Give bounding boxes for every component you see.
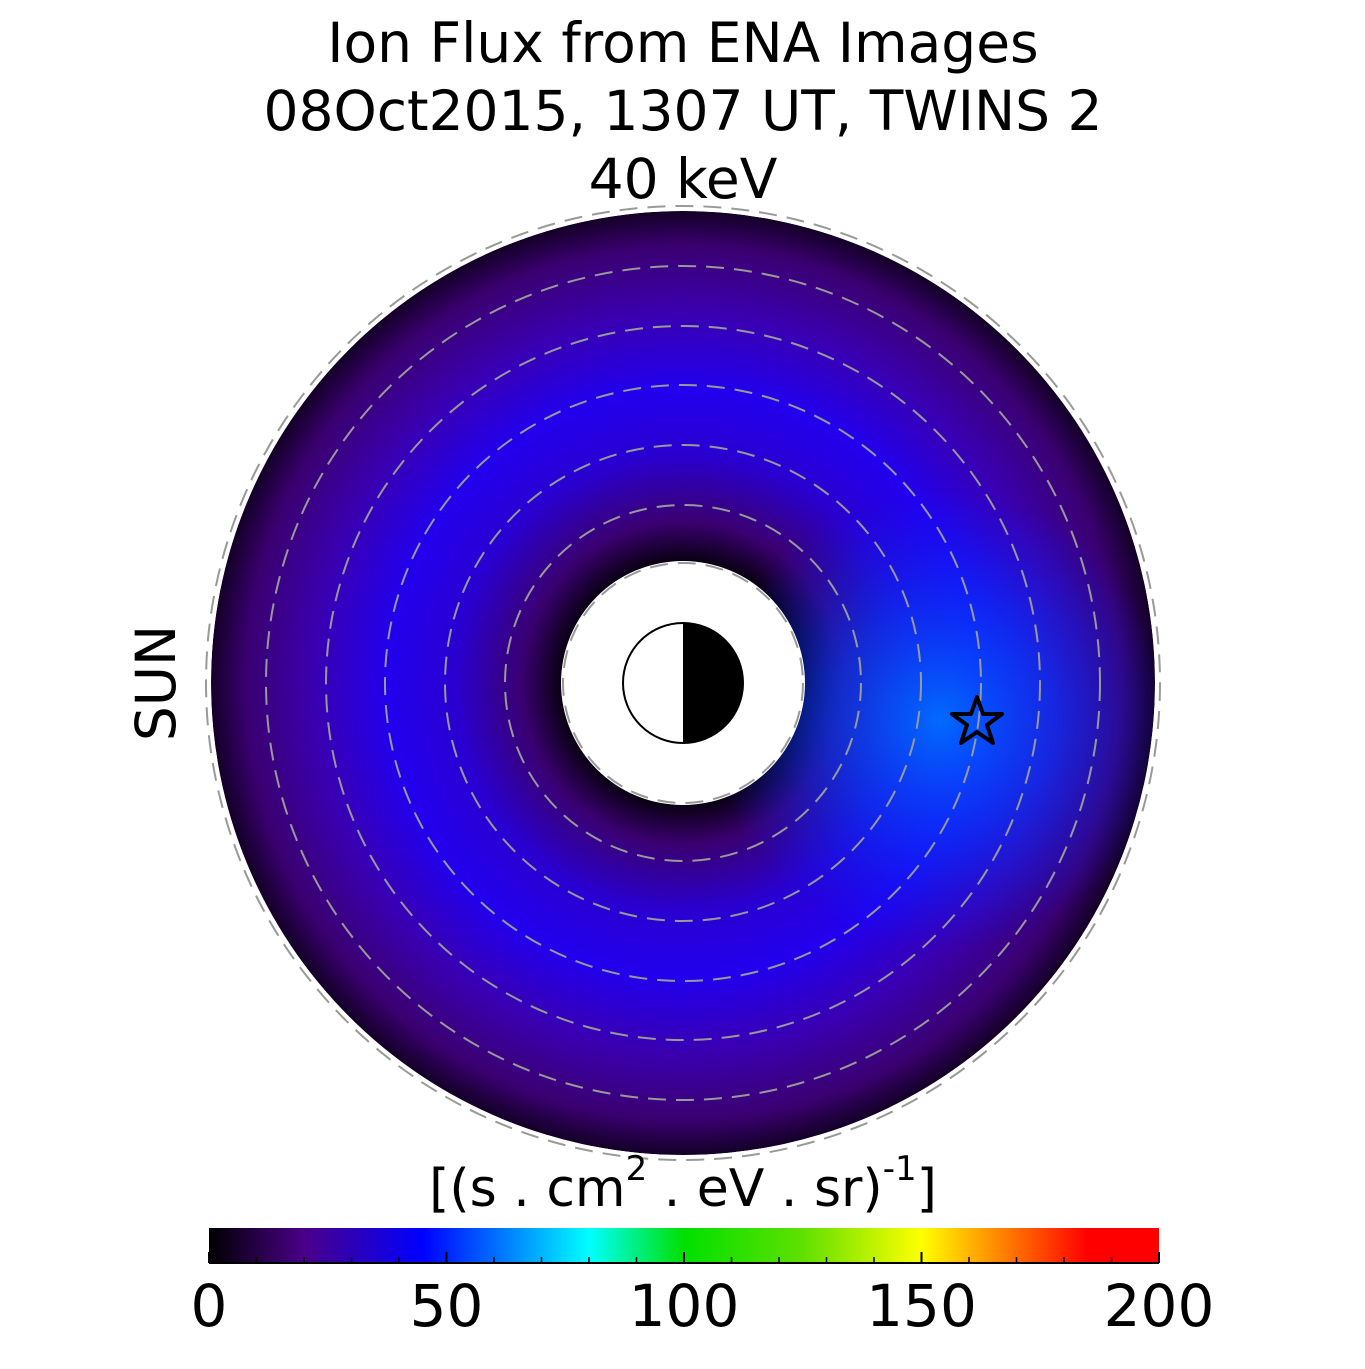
l-shell-circle: [265, 265, 1101, 1101]
l-shell-circle: [562, 562, 804, 804]
label-part: [(s . cm: [429, 1159, 626, 1219]
earth: [622, 622, 744, 744]
sun-label: SUN: [124, 625, 188, 741]
title-line: Ion Flux from ENA Images: [327, 11, 1038, 75]
l-shell-circles: [205, 205, 1161, 1161]
earth-night: [683, 623, 743, 743]
l-shell-circle: [504, 504, 862, 862]
colorbar-tick-label: 150: [866, 1272, 977, 1340]
colorbar-tick-label: 100: [629, 1272, 740, 1340]
l-shell-circle: [325, 325, 1041, 1041]
l-shell-circle: [444, 444, 922, 922]
label-part: ]: [917, 1159, 937, 1219]
l-shell-circle: [384, 384, 982, 982]
flux-peak: [640, 420, 1160, 1020]
label-superscript: -1: [883, 1149, 917, 1189]
colorbar-tick-label: 50: [410, 1272, 484, 1340]
colorbar-tick-label: 200: [1104, 1272, 1215, 1340]
label-superscript: 2: [626, 1149, 648, 1189]
title-line: 08Oct2015, 1307 UT, TWINS 2: [263, 79, 1102, 143]
colorbar-tick-label: 0: [191, 1272, 228, 1340]
label-part: . eV . sr): [647, 1159, 883, 1219]
colorbar-label: [(s . cm2 . eV . sr)-1]: [429, 1149, 937, 1220]
satellite-star: [950, 695, 1004, 745]
title-line: 40 keV: [589, 147, 778, 211]
l-shell-circle: [205, 205, 1161, 1161]
